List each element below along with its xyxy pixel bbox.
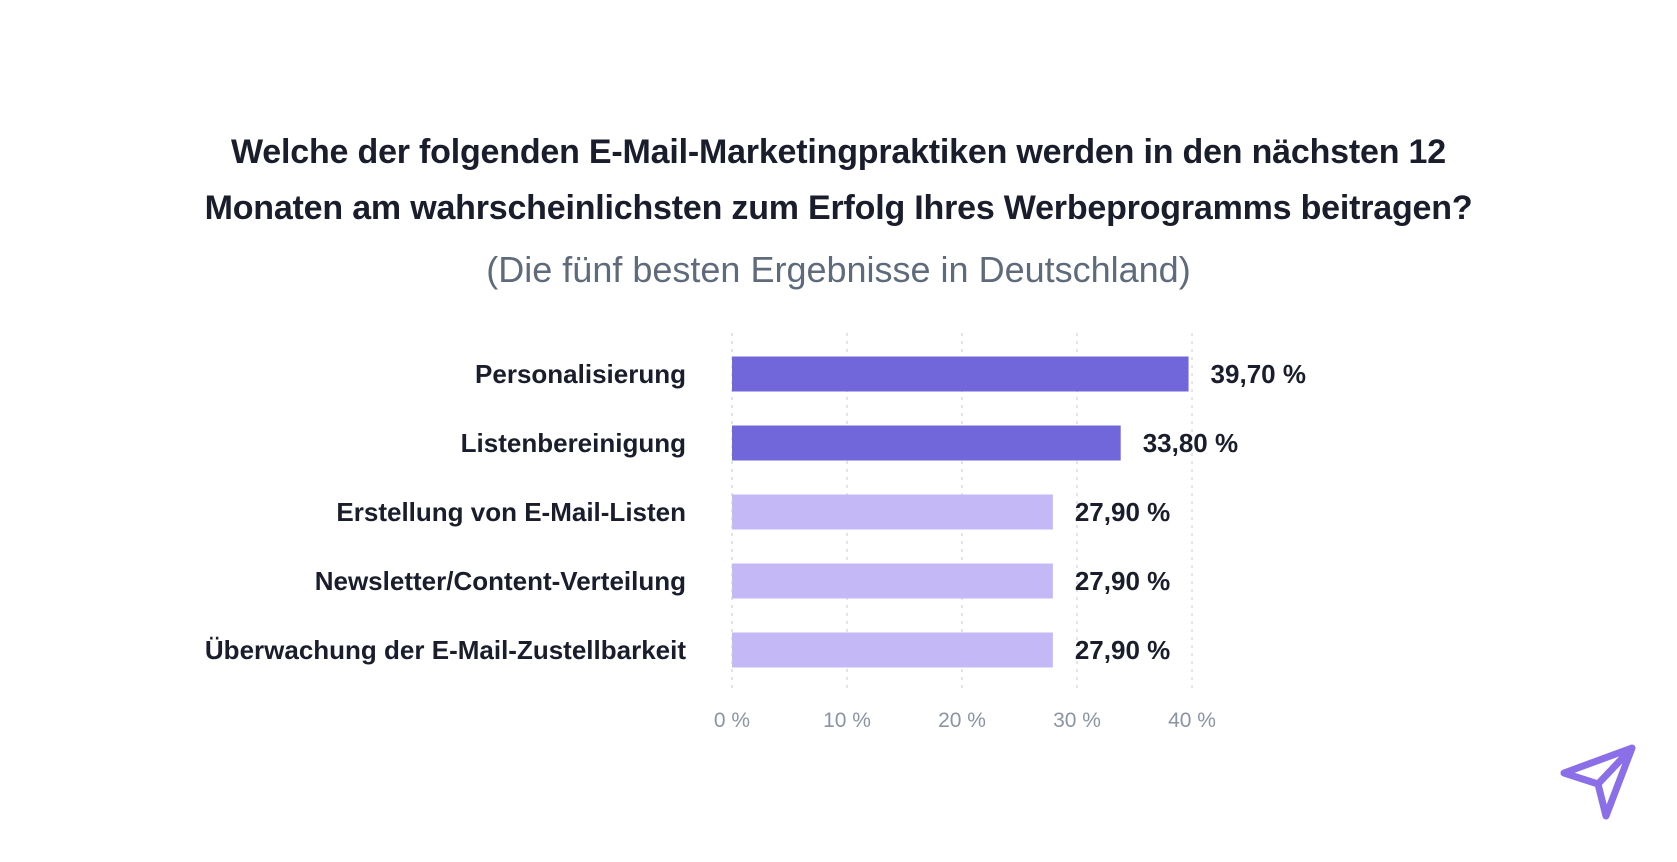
value-label: 39,70 % — [1211, 359, 1306, 389]
category-label: Newsletter/Content-Verteilung — [315, 566, 686, 596]
value-label: 27,90 % — [1075, 635, 1170, 665]
category-label: Personalisierung — [475, 359, 686, 389]
category-label: Erstellung von E-Mail-Listen — [336, 497, 686, 527]
category-label: Listenbereinigung — [461, 428, 686, 458]
bar — [732, 632, 1053, 668]
chart-subtitle: (Die fünf besten Ergebnisse in Deutschla… — [486, 249, 1191, 290]
chart-title-line-2: Monaten am wahrscheinlichsten zum Erfolg… — [204, 189, 1473, 227]
category-label: Überwachung der E-Mail-Zustellbarkeit — [205, 635, 686, 665]
bars — [732, 356, 1189, 668]
value-label: 33,80 % — [1143, 428, 1238, 458]
paper-plane-icon — [1560, 744, 1636, 820]
x-tick-label: 20 % — [938, 709, 986, 732]
labels: 0 % 10 % 20 % 30 % 40 % Personalisierung 39,70… — [205, 359, 1306, 732]
x-tick-label: 0 % — [714, 709, 750, 732]
bar — [732, 494, 1053, 530]
value-label: 27,90 % — [1075, 566, 1170, 596]
bar — [732, 356, 1189, 392]
value-label: 27,90 % — [1075, 497, 1170, 527]
bar — [732, 425, 1121, 461]
x-tick-label: 30 % — [1053, 709, 1101, 732]
x-tick-label: 10 % — [823, 709, 871, 732]
chart-title-line-1: Welche der folgenden E-Mail-Marketingpra… — [231, 133, 1446, 171]
bar — [732, 563, 1053, 599]
x-tick-label: 40 % — [1168, 709, 1216, 732]
